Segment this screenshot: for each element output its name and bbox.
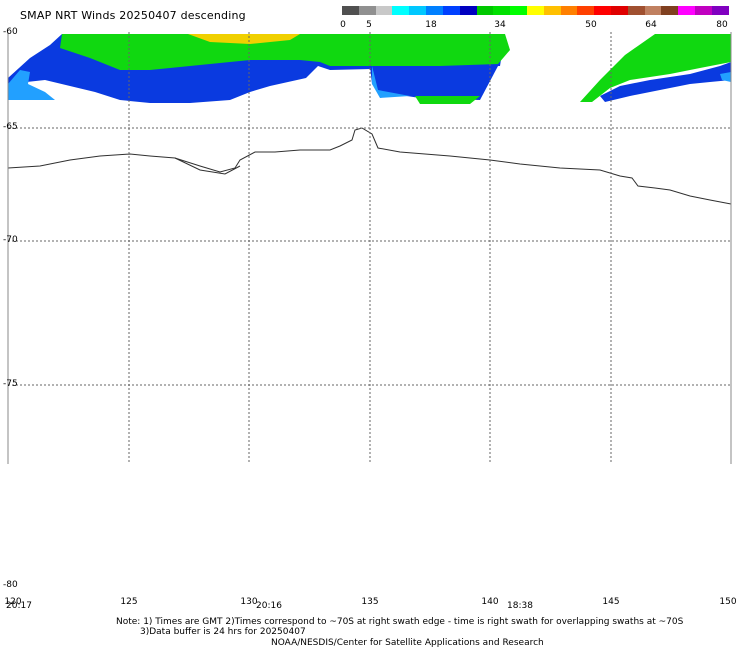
lat-label: -60 (3, 27, 18, 37)
swath-time: 18:38 (507, 601, 533, 611)
lon-label: 130 (240, 597, 258, 607)
colorbar-segment (627, 6, 645, 15)
map-title: SMAP NRT Winds 20250407 descending (20, 9, 246, 22)
swath-time: 20:17 (6, 601, 32, 611)
colorbar-segment (611, 6, 628, 15)
wind-swath-right (580, 34, 731, 102)
colorbar-segment (543, 6, 561, 15)
colorbar-segment (426, 6, 443, 15)
grid (8, 32, 731, 464)
colorbar-segment (577, 6, 595, 15)
coastline-inlet (174, 157, 241, 175)
lon-label: 120 (4, 597, 22, 607)
colorbar-segment (375, 6, 393, 15)
colorbar-segment (342, 6, 359, 15)
colorbar-segment (358, 6, 376, 15)
swath-time: 20:16 (256, 601, 282, 611)
colorbar-label: 64 (645, 20, 657, 30)
colorbar-segment (510, 6, 527, 15)
lon-label: 150 (719, 597, 737, 607)
lon-label: 145 (602, 597, 620, 607)
colorbar (342, 6, 729, 15)
note-line-3: NOAA/NESDIS/Center for Satellite Applica… (271, 638, 544, 648)
colorbar-segment (409, 6, 427, 15)
axes (7, 32, 732, 464)
colorbar-label: 80 (716, 20, 728, 30)
lon-label: 125 (120, 597, 138, 607)
colorbar-label: 5 (366, 20, 372, 30)
colorbar-segment (493, 6, 511, 15)
colorbar-segment (459, 6, 477, 15)
colorbar-label: 50 (585, 20, 597, 30)
wind-swath-left (8, 34, 510, 104)
colorbar-segment (695, 6, 712, 15)
colorbar-label: 0 (340, 20, 346, 30)
colorbar-segment (594, 6, 611, 15)
lat-label: -65 (3, 122, 18, 132)
colorbar-segment (678, 6, 696, 15)
note-line-2: 3)Data buffer is 24 hrs for 20250407 (140, 627, 306, 637)
lat-label: -70 (3, 235, 18, 245)
colorbar-segment (526, 6, 544, 15)
coastline (7, 127, 732, 205)
colorbar-segment (711, 6, 729, 15)
lat-label: -80 (3, 580, 18, 590)
colorbar-segment (476, 6, 494, 15)
colorbar-label: 34 (494, 20, 506, 30)
lat-label: -75 (3, 379, 18, 389)
colorbar-segment (661, 6, 679, 15)
colorbar-segment (392, 6, 410, 15)
colorbar-label: 18 (425, 20, 437, 30)
lon-label: 140 (481, 597, 499, 607)
colorbar-segment (560, 6, 578, 15)
colorbar-segment (644, 6, 662, 15)
colorbar-segment (442, 6, 460, 15)
note-line-1: Note: 1) Times are GMT 2)Times correspon… (116, 617, 684, 627)
lon-label: 135 (361, 597, 379, 607)
